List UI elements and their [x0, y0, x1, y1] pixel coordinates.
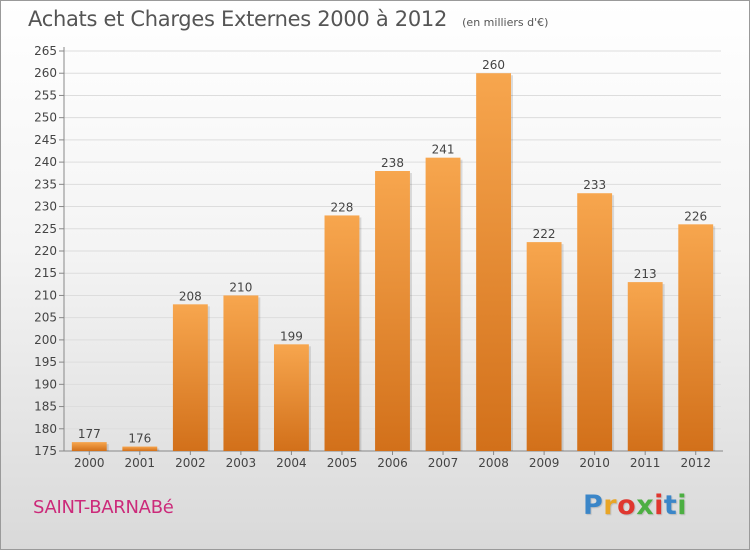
- y-tick-label: 240: [34, 155, 57, 169]
- y-tick-label: 180: [34, 422, 57, 436]
- x-tick-label: 2010: [579, 456, 610, 470]
- y-tick-label: 190: [34, 377, 57, 391]
- bar: [476, 73, 512, 451]
- logo-letter: i: [654, 490, 664, 521]
- data-label: 233: [583, 178, 606, 192]
- y-tick-label: 220: [34, 244, 57, 258]
- y-tick-label: 260: [34, 66, 57, 80]
- data-label: 213: [634, 267, 657, 281]
- y-tick-label: 255: [34, 88, 57, 102]
- y-tick-label: 235: [34, 177, 57, 191]
- logo-letter: x: [636, 490, 655, 521]
- proxiti-logo: Proxiti: [583, 490, 687, 521]
- x-tick-label: 2008: [478, 456, 509, 470]
- data-label: 176: [128, 432, 151, 446]
- x-tick-label: 2002: [175, 456, 206, 470]
- y-tick-label: 250: [34, 111, 57, 125]
- x-tick-label: 2009: [529, 456, 560, 470]
- bar: [678, 224, 714, 451]
- bar: [223, 295, 259, 451]
- bar: [71, 442, 107, 451]
- bar: [526, 242, 562, 451]
- x-tick-label: 2000: [74, 456, 105, 470]
- chart-unit: (en milliers d'€): [462, 16, 549, 29]
- y-tick-label: 205: [34, 311, 57, 325]
- chart-title: Achats et Charges Externes 2000 à 2012: [28, 7, 448, 31]
- bar: [375, 171, 410, 451]
- x-tick-label: 2001: [125, 456, 156, 470]
- y-tick-label: 215: [34, 266, 57, 280]
- bar: [627, 282, 663, 451]
- y-tick-label: 245: [34, 133, 57, 147]
- y-tick-label: 175: [34, 444, 57, 458]
- x-tick-label: 2005: [327, 456, 358, 470]
- y-tick-label: 225: [34, 222, 57, 236]
- y-tick-label: 230: [34, 200, 57, 214]
- x-tick-label: 2003: [226, 456, 257, 470]
- x-tick-label: 2012: [680, 456, 711, 470]
- data-label: 241: [432, 143, 455, 157]
- commune-name: SAINT-BARNABé: [33, 497, 174, 518]
- bar: [122, 446, 158, 451]
- x-tick-labels: 2000 2001 2002 2003 2004 2005 2006 2007 2008 2009…: [74, 451, 711, 470]
- logo-letter: i: [677, 490, 688, 521]
- x-tick-label: 2004: [276, 456, 307, 470]
- data-label: 210: [229, 280, 252, 294]
- logo-letter: o: [617, 490, 637, 521]
- x-tick-label: 2006: [377, 456, 408, 470]
- data-label: 208: [179, 289, 202, 303]
- bars: [71, 73, 716, 451]
- bar: [273, 344, 309, 451]
- bar: [577, 193, 613, 451]
- title-row: Achats et Charges Externes 2000 à 2012 (…: [28, 7, 548, 31]
- y-tick-label: 210: [34, 288, 57, 302]
- y-tick-labels: 175 180 185 190 195 200 205 210 215 220 225 230 235 2…: [34, 44, 57, 458]
- y-tick-label: 195: [34, 355, 57, 369]
- data-label: 238: [381, 156, 404, 170]
- data-label: 177: [78, 427, 101, 441]
- data-label: 228: [331, 200, 354, 214]
- data-label: 222: [533, 227, 556, 241]
- x-tick-label: 2007: [428, 456, 459, 470]
- logo-letter: r: [603, 490, 618, 521]
- logo-letter: P: [583, 490, 604, 521]
- y-tick-label: 185: [34, 400, 57, 414]
- data-labels: 177 176 208 210 199 228 238 241 260 222 233 213 226: [78, 58, 707, 445]
- data-label: 199: [280, 329, 303, 343]
- bar: [324, 215, 360, 451]
- data-label: 260: [482, 58, 505, 72]
- x-tick-label: 2011: [630, 456, 661, 470]
- y-tick-label: 200: [34, 333, 57, 347]
- logo-letter: t: [663, 490, 678, 521]
- bar: [172, 304, 208, 451]
- bar: [425, 157, 461, 451]
- data-label: 226: [684, 209, 707, 223]
- y-tick-label: 265: [34, 44, 57, 58]
